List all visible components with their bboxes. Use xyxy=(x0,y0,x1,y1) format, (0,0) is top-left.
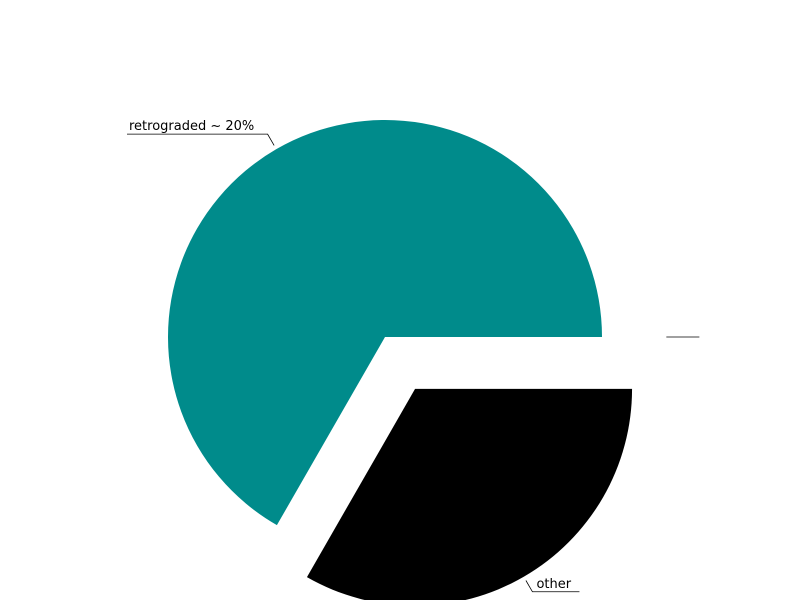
pie-label-retrograded-20: retrograded ~ 20% xyxy=(129,119,254,134)
pie-slice-retrograded-20 xyxy=(167,119,602,526)
leader-line-retrograded-20 xyxy=(127,133,275,146)
pie-label-other: other xyxy=(536,577,571,592)
leader-line-other xyxy=(525,580,580,593)
pie-slice-other xyxy=(306,388,633,600)
